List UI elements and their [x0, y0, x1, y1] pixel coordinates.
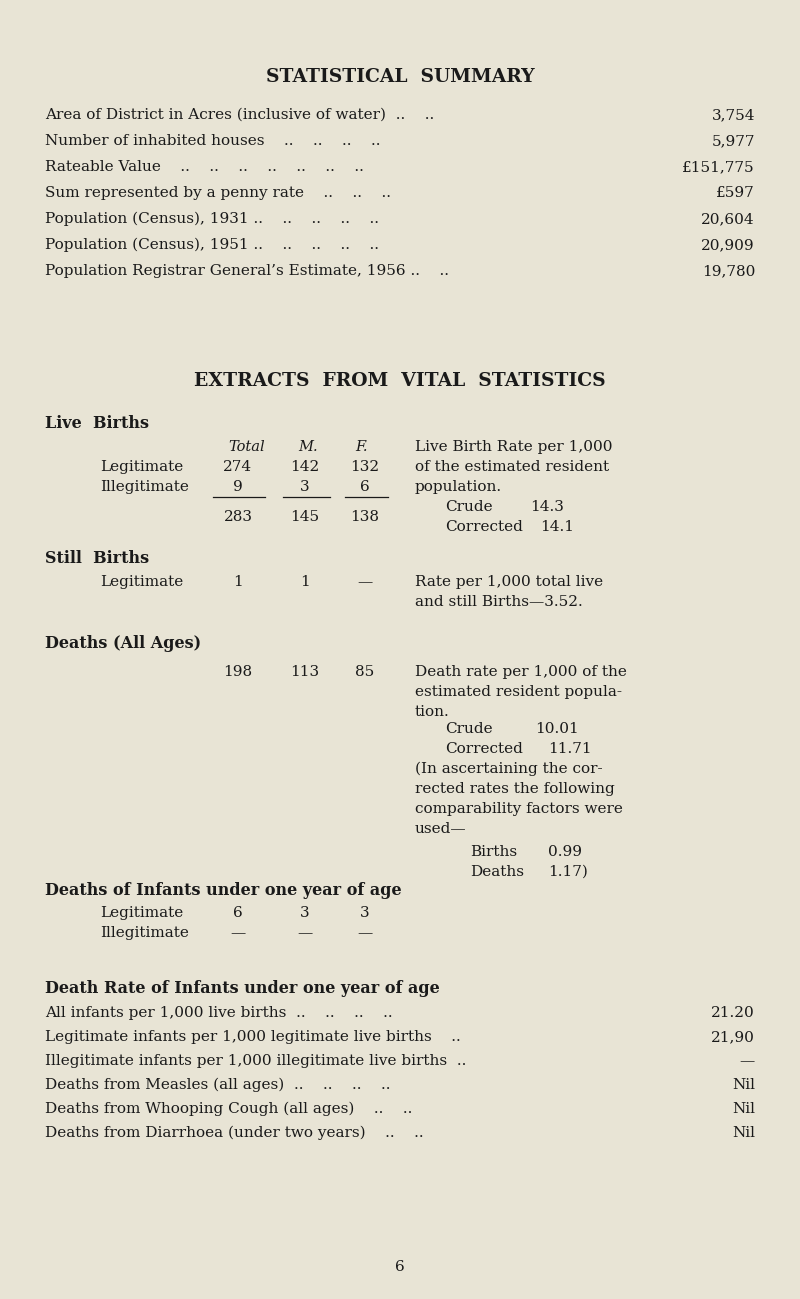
- Text: Total: Total: [228, 440, 265, 453]
- Text: 142: 142: [290, 460, 320, 474]
- Text: estimated resident popula-: estimated resident popula-: [415, 685, 622, 699]
- Text: All infants per 1,000 live births  ..    ..    ..    ..: All infants per 1,000 live births .. .. …: [45, 1005, 393, 1020]
- Text: 10.01: 10.01: [535, 722, 578, 737]
- Text: 138: 138: [350, 511, 379, 523]
- Text: 21.20: 21.20: [711, 1005, 755, 1020]
- Text: 9: 9: [233, 481, 243, 494]
- Text: comparability factors were: comparability factors were: [415, 801, 623, 816]
- Text: —: —: [298, 926, 313, 940]
- Text: Number of inhabited houses    ..    ..    ..    ..: Number of inhabited houses .. .. .. ..: [45, 134, 381, 148]
- Text: and still Births—3.52.: and still Births—3.52.: [415, 595, 582, 609]
- Text: Sum represented by a penny rate    ..    ..    ..: Sum represented by a penny rate .. .. ..: [45, 186, 391, 200]
- Text: Rate per 1,000 total live: Rate per 1,000 total live: [415, 575, 603, 588]
- Text: Live  Births: Live Births: [45, 414, 149, 433]
- Text: used—: used—: [415, 822, 466, 837]
- Text: 3: 3: [360, 905, 370, 920]
- Text: 85: 85: [355, 665, 374, 679]
- Text: (In ascertaining the cor-: (In ascertaining the cor-: [415, 763, 602, 777]
- Text: Death rate per 1,000 of the: Death rate per 1,000 of the: [415, 665, 627, 679]
- Text: 19,780: 19,780: [702, 264, 755, 278]
- Text: 6: 6: [360, 481, 370, 494]
- Text: Deaths from Whooping Cough (all ages)    ..    ..: Deaths from Whooping Cough (all ages) ..…: [45, 1102, 412, 1116]
- Text: Deaths: Deaths: [470, 865, 524, 879]
- Text: population.: population.: [415, 481, 502, 494]
- Text: Population (Census), 1931 ..    ..    ..    ..    ..: Population (Census), 1931 .. .. .. .. ..: [45, 212, 379, 226]
- Text: Population Registrar General’s Estimate, 1956 ..    ..: Population Registrar General’s Estimate,…: [45, 264, 449, 278]
- Text: 274: 274: [223, 460, 253, 474]
- Text: £151,775: £151,775: [682, 160, 755, 174]
- Text: 21,90: 21,90: [711, 1030, 755, 1044]
- Text: 11.71: 11.71: [548, 742, 592, 756]
- Text: F.: F.: [355, 440, 367, 453]
- Text: Population (Census), 1951 ..    ..    ..    ..    ..: Population (Census), 1951 .. .. .. .. ..: [45, 238, 379, 252]
- Text: 3: 3: [300, 481, 310, 494]
- Text: 6: 6: [395, 1260, 405, 1274]
- Text: Illegitimate infants per 1,000 illegitimate live births  ..: Illegitimate infants per 1,000 illegitim…: [45, 1053, 466, 1068]
- Text: Live Birth Rate per 1,000: Live Birth Rate per 1,000: [415, 440, 613, 453]
- Text: 20,909: 20,909: [702, 238, 755, 252]
- Text: 5,977: 5,977: [711, 134, 755, 148]
- Text: rected rates the following: rected rates the following: [415, 782, 614, 796]
- Text: Illegitimate: Illegitimate: [100, 926, 189, 940]
- Text: Births: Births: [470, 846, 517, 859]
- Text: M.: M.: [298, 440, 318, 453]
- Text: Legitimate infants per 1,000 legitimate live births    ..: Legitimate infants per 1,000 legitimate …: [45, 1030, 461, 1044]
- Text: 145: 145: [290, 511, 319, 523]
- Text: Nil: Nil: [732, 1102, 755, 1116]
- Text: 6: 6: [233, 905, 243, 920]
- Text: 20,604: 20,604: [702, 212, 755, 226]
- Text: Still  Births: Still Births: [45, 549, 149, 566]
- Text: Nil: Nil: [732, 1078, 755, 1092]
- Text: 1: 1: [300, 575, 310, 588]
- Text: Crude: Crude: [445, 500, 493, 514]
- Text: Illegitimate: Illegitimate: [100, 481, 189, 494]
- Text: 14.1: 14.1: [540, 520, 574, 534]
- Text: 132: 132: [350, 460, 379, 474]
- Text: 3,754: 3,754: [711, 108, 755, 122]
- Text: Nil: Nil: [732, 1126, 755, 1141]
- Text: Crude: Crude: [445, 722, 493, 737]
- Text: Deaths from Measles (all ages)  ..    ..    ..    ..: Deaths from Measles (all ages) .. .. .. …: [45, 1078, 390, 1092]
- Text: Deaths (All Ages): Deaths (All Ages): [45, 635, 201, 652]
- Text: 14.3: 14.3: [530, 500, 564, 514]
- Text: Area of District in Acres (inclusive of water)  ..    ..: Area of District in Acres (inclusive of …: [45, 108, 434, 122]
- Text: Legitimate: Legitimate: [100, 575, 183, 588]
- Text: £597: £597: [716, 186, 755, 200]
- Text: Rateable Value    ..    ..    ..    ..    ..    ..    ..: Rateable Value .. .. .. .. .. .. ..: [45, 160, 364, 174]
- Text: Deaths from Diarrhoea (under two years)    ..    ..: Deaths from Diarrhoea (under two years) …: [45, 1126, 424, 1141]
- Text: —: —: [358, 575, 373, 588]
- Text: 1.17): 1.17): [548, 865, 588, 879]
- Text: 3: 3: [300, 905, 310, 920]
- Text: Legitimate: Legitimate: [100, 905, 183, 920]
- Text: of the estimated resident: of the estimated resident: [415, 460, 609, 474]
- Text: 283: 283: [223, 511, 253, 523]
- Text: —: —: [230, 926, 246, 940]
- Text: —: —: [358, 926, 373, 940]
- Text: Death Rate of Infants under one year of age: Death Rate of Infants under one year of …: [45, 979, 440, 998]
- Text: EXTRACTS  FROM  VITAL  STATISTICS: EXTRACTS FROM VITAL STATISTICS: [194, 372, 606, 390]
- Text: 1: 1: [233, 575, 243, 588]
- Text: Corrected: Corrected: [445, 520, 523, 534]
- Text: Corrected: Corrected: [445, 742, 523, 756]
- Text: 113: 113: [290, 665, 319, 679]
- Text: Legitimate: Legitimate: [100, 460, 183, 474]
- Text: 0.99: 0.99: [548, 846, 582, 859]
- Text: STATISTICAL  SUMMARY: STATISTICAL SUMMARY: [266, 68, 534, 86]
- Text: 198: 198: [223, 665, 253, 679]
- Text: —: —: [740, 1053, 755, 1068]
- Text: Deaths of Infants under one year of age: Deaths of Infants under one year of age: [45, 882, 402, 899]
- Text: tion.: tion.: [415, 705, 450, 720]
